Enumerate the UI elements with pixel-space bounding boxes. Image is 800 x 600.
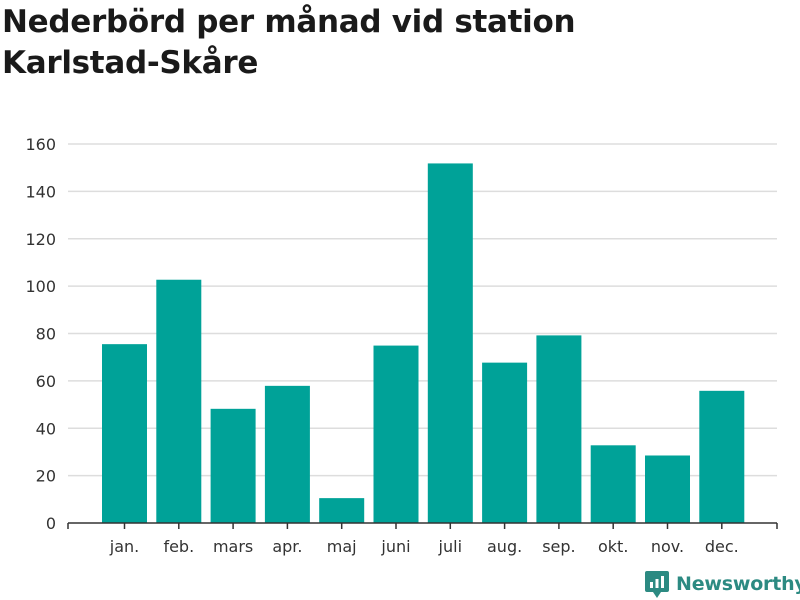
bar xyxy=(156,279,202,523)
y-tick-label: 40 xyxy=(36,419,56,438)
bar xyxy=(319,498,365,523)
x-tick-label: maj xyxy=(327,537,357,556)
x-tick-label: sep. xyxy=(542,537,575,556)
brand-name: Newsworthy xyxy=(676,573,800,595)
y-tick-label: 120 xyxy=(25,230,56,249)
x-tick-label: juni xyxy=(380,537,410,556)
x-tick-label: apr. xyxy=(272,537,302,556)
x-tick-label: aug. xyxy=(487,537,522,556)
newsworthy-logo: Newsworthy xyxy=(644,568,800,600)
bar xyxy=(536,335,582,523)
chart-title: Nederbörd per månad vid station Karlstad… xyxy=(2,4,576,81)
bar xyxy=(102,344,147,523)
y-tick-label: 80 xyxy=(36,325,56,344)
y-tick-label: 20 xyxy=(36,467,56,486)
x-tick-label: juli xyxy=(438,537,462,556)
y-tick-label: 0 xyxy=(46,514,56,533)
bar xyxy=(482,362,528,523)
x-tick-label: feb. xyxy=(163,537,194,556)
x-tick-label: okt. xyxy=(598,537,628,556)
bar xyxy=(427,163,473,523)
y-tick-label: 160 xyxy=(25,135,56,154)
x-tick-label: mars xyxy=(213,537,253,556)
axes: 0 20 40 60 80 100 120 140 160 jan. feb. mars apr. maj… xyxy=(25,135,778,556)
newsworthy-logo-icon xyxy=(645,571,669,598)
bar xyxy=(590,445,636,523)
y-tick-label: 140 xyxy=(25,182,56,201)
bars xyxy=(102,163,745,523)
y-tick-label: 60 xyxy=(36,372,56,391)
x-tick-label: jan. xyxy=(109,537,139,556)
bar xyxy=(645,455,690,523)
bar xyxy=(699,390,745,523)
x-tick-label: dec. xyxy=(705,537,739,556)
bar xyxy=(373,345,419,523)
bar xyxy=(264,385,310,523)
bar xyxy=(210,408,256,523)
y-tick-label: 100 xyxy=(25,277,56,296)
x-tick-label: nov. xyxy=(651,537,684,556)
